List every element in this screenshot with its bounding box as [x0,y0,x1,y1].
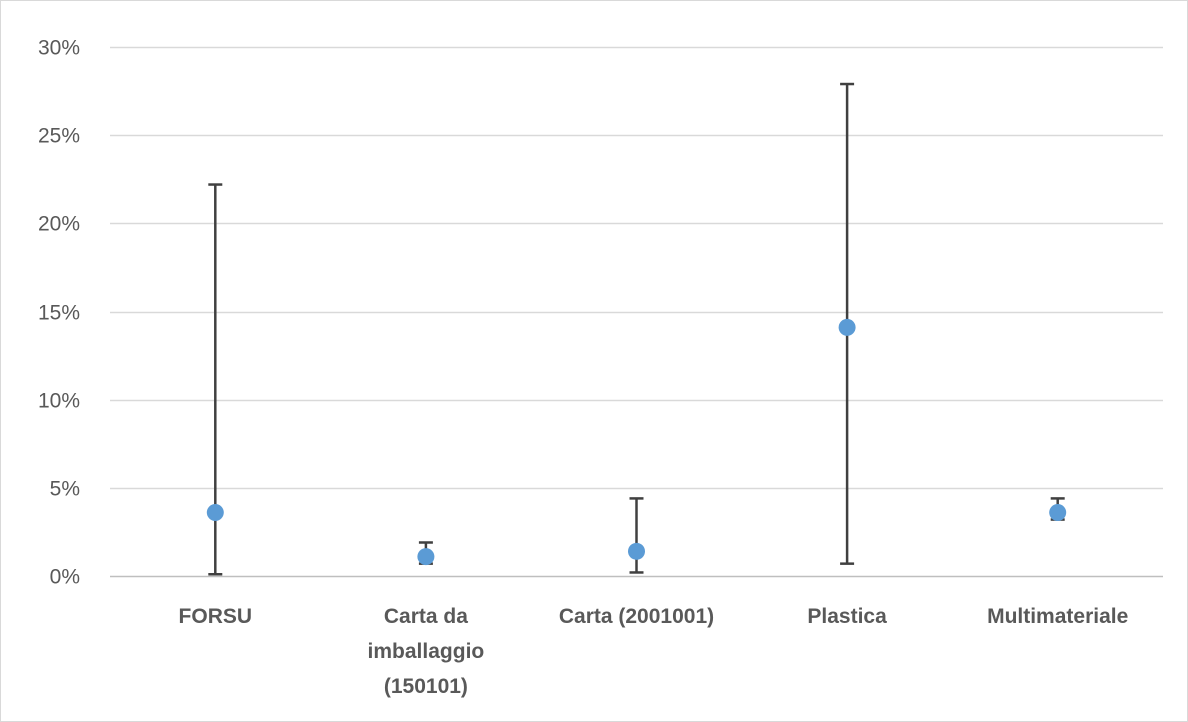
data-point [417,548,435,566]
y-tick-label: 10% [38,390,80,413]
x-tick-label: Plastica [807,605,887,628]
x-tick-label: Multimateriale [987,605,1128,628]
data-point [628,542,645,560]
y-tick-label: 30% [38,37,80,60]
y-tick-label: 0% [50,566,80,589]
y-tick-label: 25% [38,125,80,148]
x-tick-label: Carta da imballaggio (150101) [368,605,485,698]
data-point [838,318,856,336]
x-tick-label: Carta (2001001) [559,605,714,628]
data-point [206,504,224,522]
x-tick-label: FORSU [179,605,253,628]
y-tick-label: 5% [50,478,80,501]
y-tick-label: 20% [38,213,80,236]
data-point [1049,504,1067,522]
y-tick-label: 15% [38,302,80,325]
